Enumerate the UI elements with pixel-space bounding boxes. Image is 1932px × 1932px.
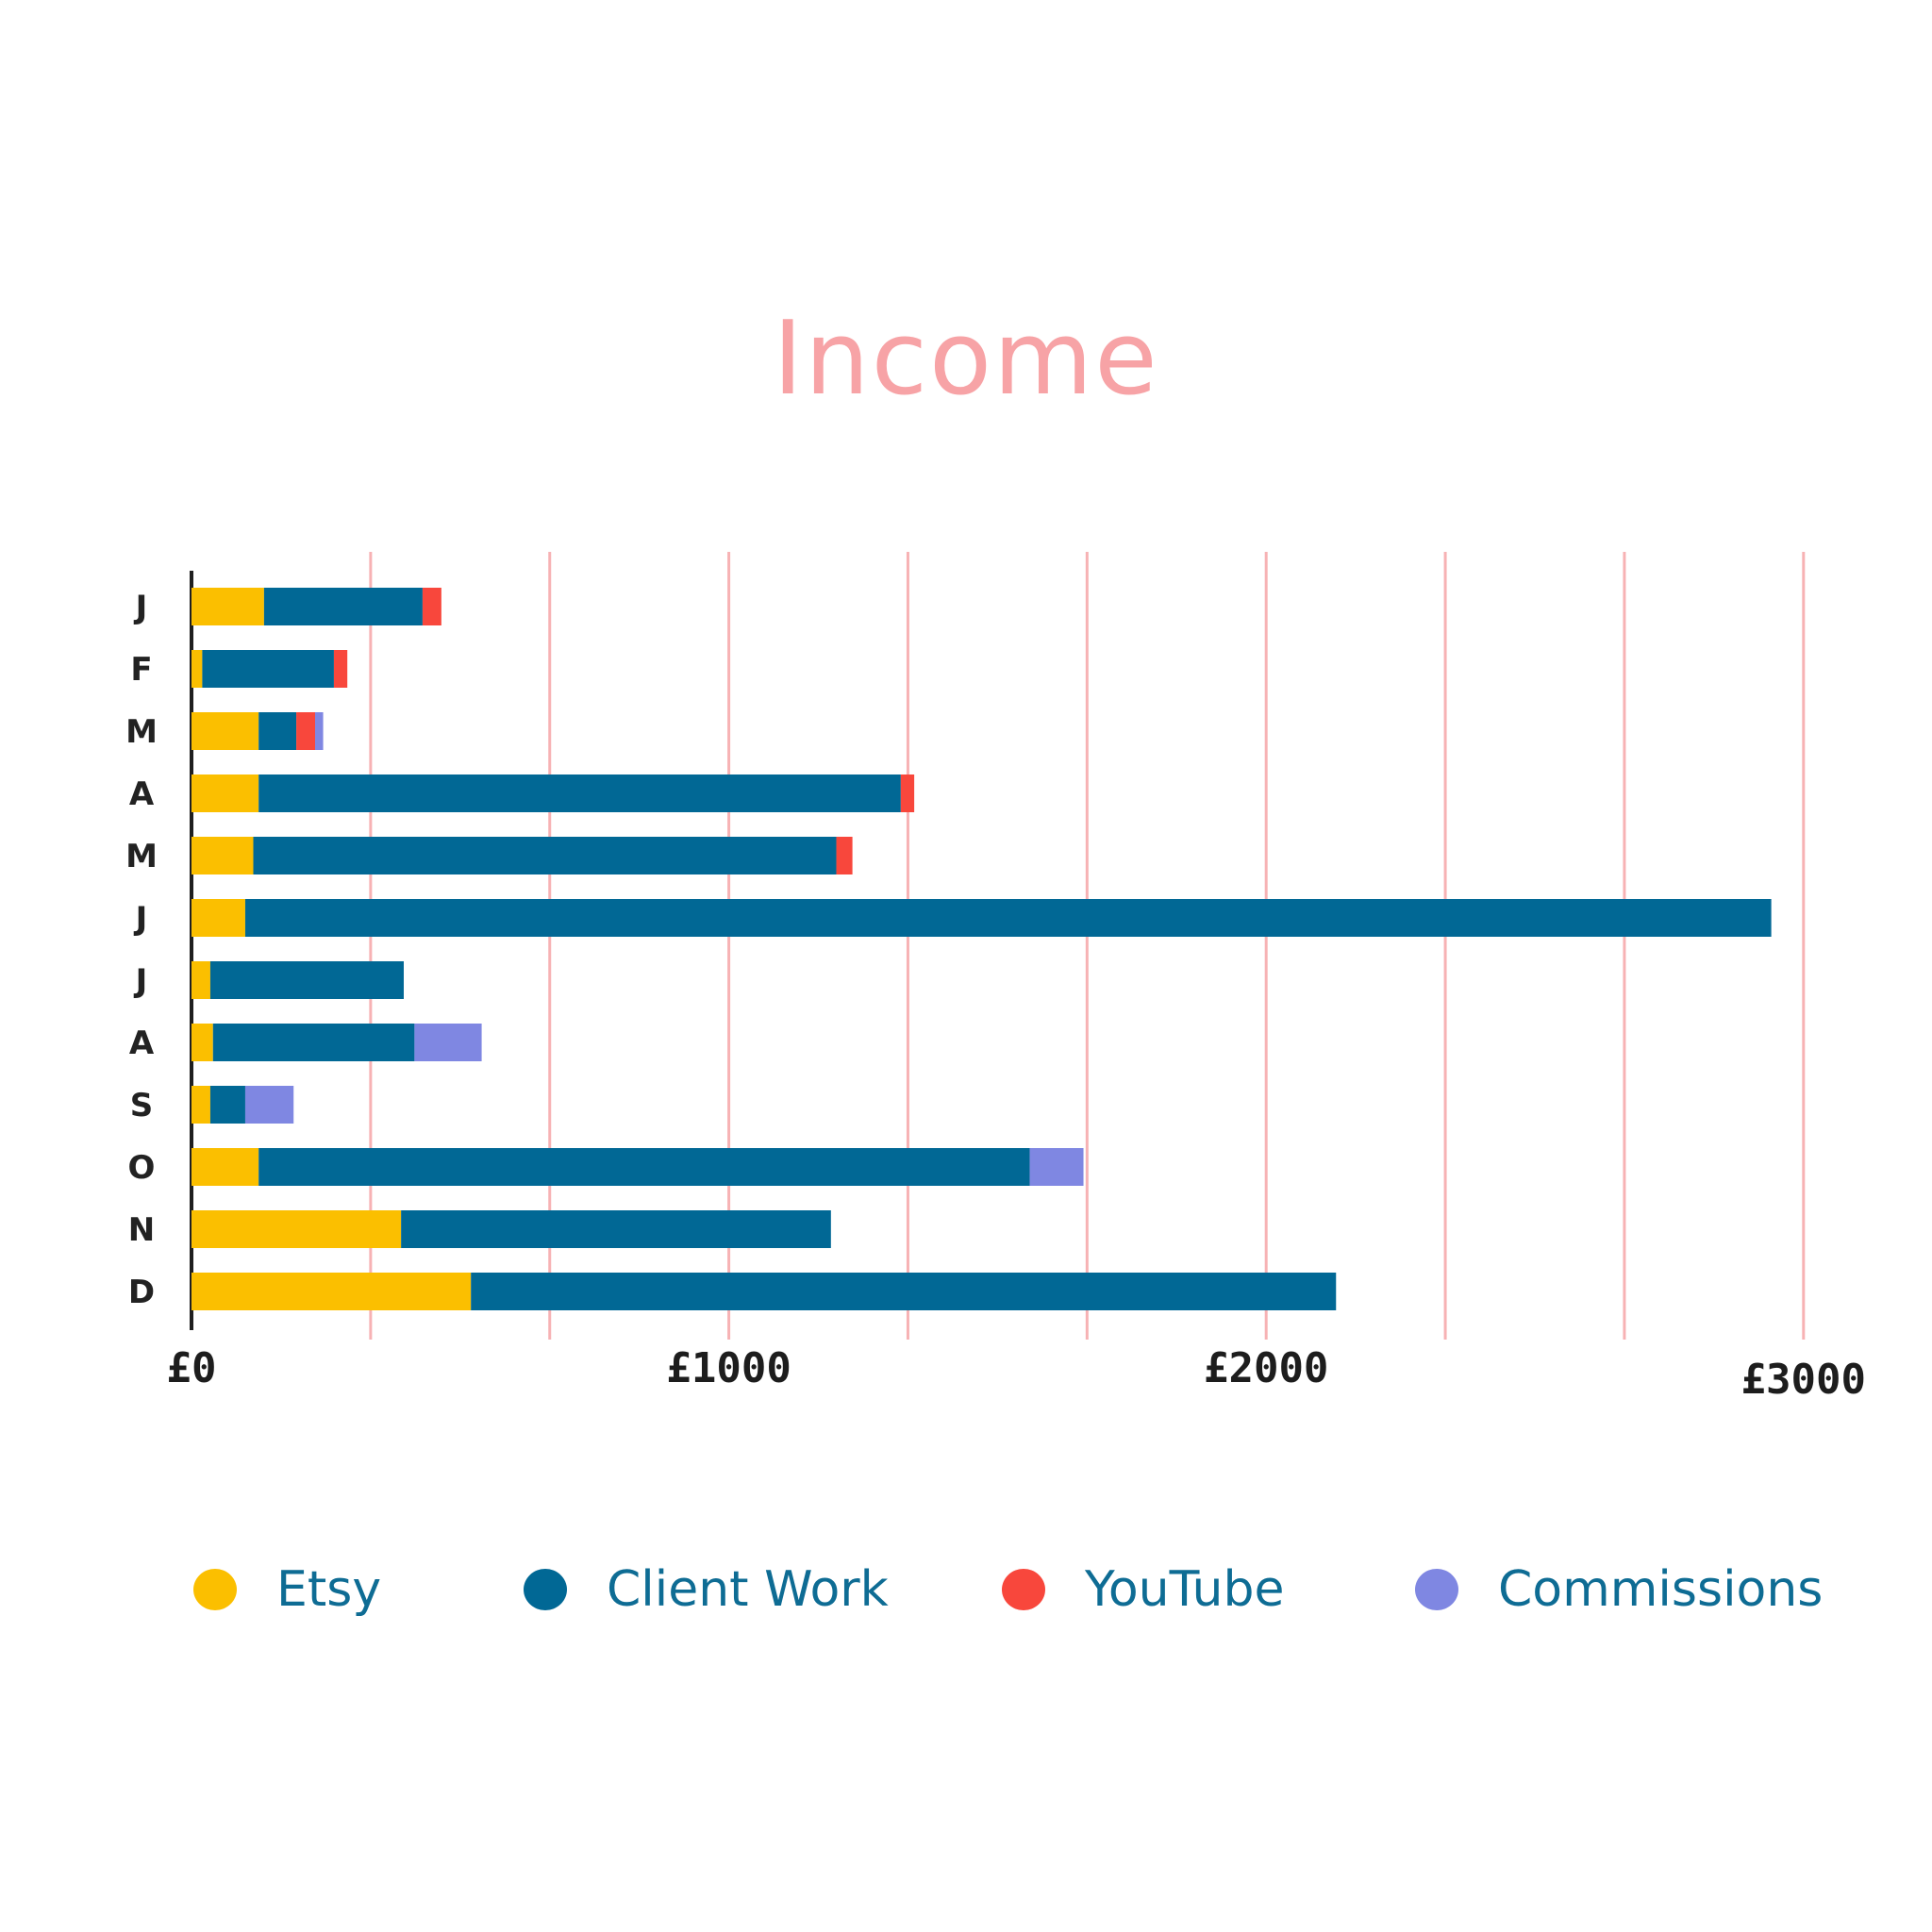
bar-youtube-5 <box>836 837 853 874</box>
bar-client-work-3 <box>258 712 297 750</box>
month-label-2: F <box>130 651 152 689</box>
month-label-5: M <box>125 838 158 875</box>
x-tick-label: £3000 <box>1741 1356 1866 1404</box>
bar-client-work-8 <box>212 1024 415 1061</box>
month-label-7: J <box>134 962 148 1000</box>
legend-label: Etsy <box>276 1561 382 1618</box>
legend-item: Etsy <box>193 1552 381 1627</box>
bar-client-work-1 <box>263 588 423 625</box>
legend-item: Client Work <box>524 1552 889 1627</box>
legend-swatch <box>524 1569 567 1610</box>
bar-youtube-3 <box>296 712 316 750</box>
legend-item: Commissions <box>1415 1552 1823 1627</box>
bar-client-work-5 <box>253 837 837 874</box>
bar-youtube-2 <box>333 650 348 688</box>
bar-etsy-4 <box>192 774 259 812</box>
legend-swatch <box>193 1569 237 1610</box>
bar-etsy-9 <box>192 1086 210 1124</box>
bar-commissions-3 <box>315 712 324 750</box>
x-tick-label: £1000 <box>666 1344 791 1392</box>
month-label-9: S <box>130 1087 154 1124</box>
bar-commissions-10 <box>1029 1148 1084 1186</box>
bar-client-work-2 <box>202 650 334 688</box>
legend: Etsy Client Work YouTube Commissions <box>0 1552 1932 1627</box>
bar-etsy-6 <box>192 899 245 937</box>
bar-client-work-9 <box>209 1086 245 1124</box>
month-label-6: J <box>134 900 148 938</box>
bar-etsy-5 <box>192 837 254 874</box>
chart-title: Income <box>773 300 1159 418</box>
bar-etsy-12 <box>192 1273 472 1310</box>
bar-client-work-4 <box>258 774 901 812</box>
bar-client-work-6 <box>244 899 1772 937</box>
bar-etsy-7 <box>192 961 210 999</box>
legend-label: Commissions <box>1498 1561 1824 1618</box>
bar-commissions-8 <box>414 1024 482 1061</box>
bar-client-work-11 <box>401 1210 831 1248</box>
bar-client-work-10 <box>258 1148 1030 1186</box>
month-label-8: A <box>129 1024 155 1062</box>
x-tick-label: £0 <box>167 1344 217 1392</box>
month-label-12: D <box>128 1274 155 1311</box>
bar-youtube-4 <box>900 774 915 812</box>
bar-youtube-1 <box>422 588 441 625</box>
month-label-10: O <box>128 1149 156 1187</box>
legend-label: YouTube <box>1085 1561 1285 1618</box>
bar-client-work-12 <box>471 1273 1337 1310</box>
legend-label: Client Work <box>607 1561 889 1618</box>
month-label-1: J <box>134 589 148 626</box>
x-tick-label: £2000 <box>1204 1344 1328 1392</box>
legend-swatch <box>1002 1569 1045 1610</box>
bar-client-work-7 <box>209 961 404 999</box>
bar-etsy-3 <box>192 712 259 750</box>
month-label-4: A <box>129 775 155 813</box>
month-label-11: N <box>128 1211 155 1249</box>
bar-etsy-8 <box>192 1024 213 1061</box>
bar-etsy-10 <box>192 1148 259 1186</box>
bar-etsy-1 <box>192 588 264 625</box>
legend-item: YouTube <box>1002 1552 1284 1627</box>
bar-commissions-9 <box>244 1086 294 1124</box>
legend-swatch <box>1415 1569 1458 1610</box>
bar-etsy-11 <box>192 1210 402 1248</box>
bar-etsy-2 <box>192 650 203 688</box>
month-label-3: M <box>125 713 158 751</box>
